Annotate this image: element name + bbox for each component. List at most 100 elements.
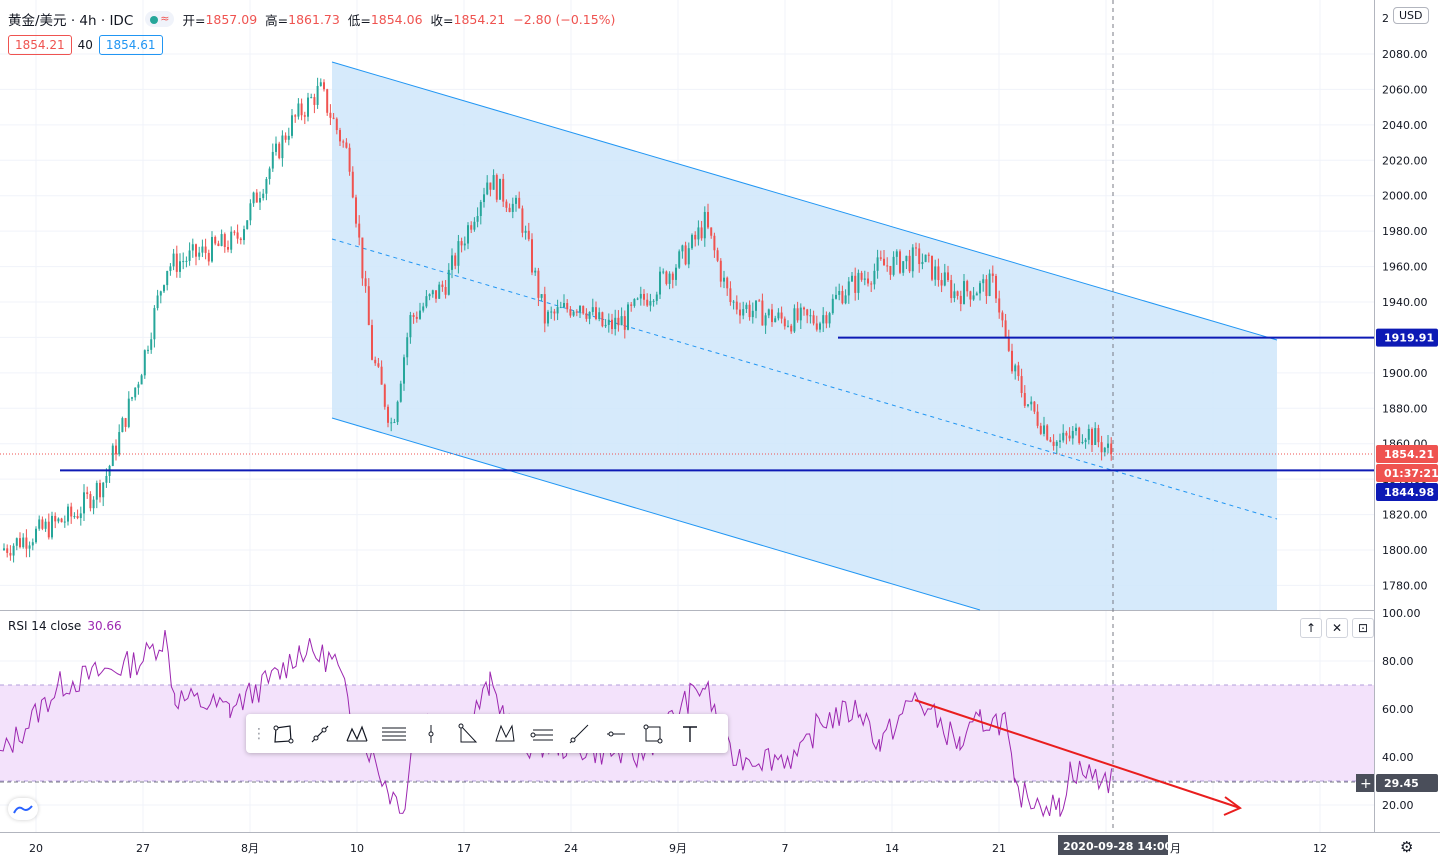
xabcd-icon[interactable] xyxy=(486,715,523,752)
symbol-name[interactable]: 黄金/美元 · 4h · IDC xyxy=(8,13,134,29)
candle-body xyxy=(524,230,527,233)
candle-body xyxy=(697,227,700,240)
time-tick: 12 xyxy=(1313,842,1327,855)
time-tick: 9月 xyxy=(669,842,687,855)
candle-body xyxy=(844,295,847,304)
candle-body xyxy=(675,267,677,280)
candle-body xyxy=(236,232,239,239)
time-tick: 20 xyxy=(29,842,43,855)
trend-line-icon[interactable] xyxy=(301,715,338,752)
candle-body xyxy=(67,506,69,522)
horizontal-line-icon[interactable] xyxy=(597,715,634,752)
buy-price-button[interactable]: 1854.61 xyxy=(98,35,163,55)
candle-body xyxy=(495,175,498,200)
candle-body xyxy=(99,482,101,498)
fib-icon[interactable] xyxy=(375,715,412,752)
candle-body xyxy=(905,255,908,262)
candle-body xyxy=(547,311,549,324)
candle-body xyxy=(787,325,789,327)
candle-body xyxy=(793,308,796,332)
price-tick: 1800.00 xyxy=(1382,544,1428,557)
text-icon[interactable] xyxy=(671,715,708,752)
candle-body xyxy=(297,103,300,117)
candle-body xyxy=(1046,425,1049,440)
candle-body xyxy=(339,130,341,142)
candle-body xyxy=(822,315,825,324)
candle-body xyxy=(566,302,569,310)
candle-body xyxy=(268,168,271,180)
channel-lower-line[interactable] xyxy=(331,417,981,611)
candle-body xyxy=(102,482,105,498)
candle-body xyxy=(425,296,428,307)
horizontal-lines[interactable] xyxy=(0,336,1374,472)
move-pane-up-icon[interactable]: ↑ xyxy=(1300,618,1322,638)
price-tick: 2000.00 xyxy=(1382,190,1428,203)
candle-body xyxy=(1055,441,1058,446)
close-pane-icon[interactable]: ✕ xyxy=(1326,618,1348,638)
pitchfork-icon[interactable] xyxy=(523,715,560,752)
candle-body xyxy=(223,234,226,248)
rectangle-icon[interactable] xyxy=(264,715,301,752)
candle-body xyxy=(41,519,44,529)
candle-body xyxy=(1071,430,1074,439)
parallel-channel[interactable] xyxy=(331,61,1278,611)
maximize-pane-icon[interactable]: ⊡ xyxy=(1352,618,1374,638)
candle-body xyxy=(367,286,370,326)
candle-body xyxy=(95,482,98,500)
candle-body xyxy=(486,182,489,195)
price-tick: 1780.00 xyxy=(1382,579,1428,592)
candle-body xyxy=(1036,411,1039,426)
candle-body xyxy=(879,257,882,259)
triangle-icon[interactable] xyxy=(449,715,486,752)
rsi-legend: RSI 14 close 30.66 xyxy=(8,619,122,633)
candle-body xyxy=(889,265,892,275)
last-price-label-bg xyxy=(1376,445,1438,463)
square-icon[interactable] xyxy=(634,715,671,752)
candle-body xyxy=(649,301,652,306)
candle-body xyxy=(1059,440,1061,442)
candle-body xyxy=(515,197,517,204)
candle-body xyxy=(956,291,959,296)
rsi-tick: 60.00 xyxy=(1382,703,1414,716)
candle-body xyxy=(89,494,92,509)
pattern-icon[interactable] xyxy=(338,715,375,752)
rsi-label[interactable]: RSI 14 close xyxy=(8,619,82,633)
ray-icon[interactable] xyxy=(560,715,597,752)
candle-body xyxy=(319,82,322,86)
candle-body xyxy=(828,313,831,324)
candle-body xyxy=(1078,427,1081,444)
candle-body xyxy=(537,270,540,298)
price-tick: 2060.00 xyxy=(1382,83,1428,96)
time-tick: 10 xyxy=(350,842,364,855)
settings-gear-icon[interactable]: ⚙ xyxy=(1400,838,1414,856)
candle-body xyxy=(559,307,562,309)
drag-handle-icon[interactable]: ⋮ xyxy=(252,725,266,742)
candle-body xyxy=(1062,432,1065,441)
candle-body xyxy=(220,234,223,246)
candle-body xyxy=(233,231,236,233)
candle-body xyxy=(703,211,706,239)
vertical-line-icon[interactable] xyxy=(412,715,449,752)
candle-body xyxy=(819,323,821,330)
candle-body xyxy=(1007,336,1010,351)
candle-body xyxy=(745,304,748,310)
candle-body xyxy=(707,211,709,228)
candle-body xyxy=(188,250,191,261)
sell-price-button[interactable]: 1854.21 xyxy=(8,35,72,55)
candle-body xyxy=(198,252,201,257)
candle-body xyxy=(63,521,66,523)
close-value: 1854.21 xyxy=(453,11,506,27)
candle-body xyxy=(361,237,364,279)
market-status-pill[interactable]: ≈ xyxy=(145,11,175,27)
tradingview-logo-icon[interactable] xyxy=(8,798,38,820)
rsi-trend-arrow[interactable] xyxy=(914,699,1241,809)
crosshair-time-bg xyxy=(1058,835,1168,855)
candle-body xyxy=(847,281,850,296)
currency-button[interactable]: USD xyxy=(1393,7,1429,24)
candle-body xyxy=(1075,427,1077,431)
candle-body xyxy=(911,247,914,272)
candle-body xyxy=(931,255,933,280)
candle-body xyxy=(719,260,722,282)
channel-upper-line[interactable] xyxy=(331,61,1278,341)
